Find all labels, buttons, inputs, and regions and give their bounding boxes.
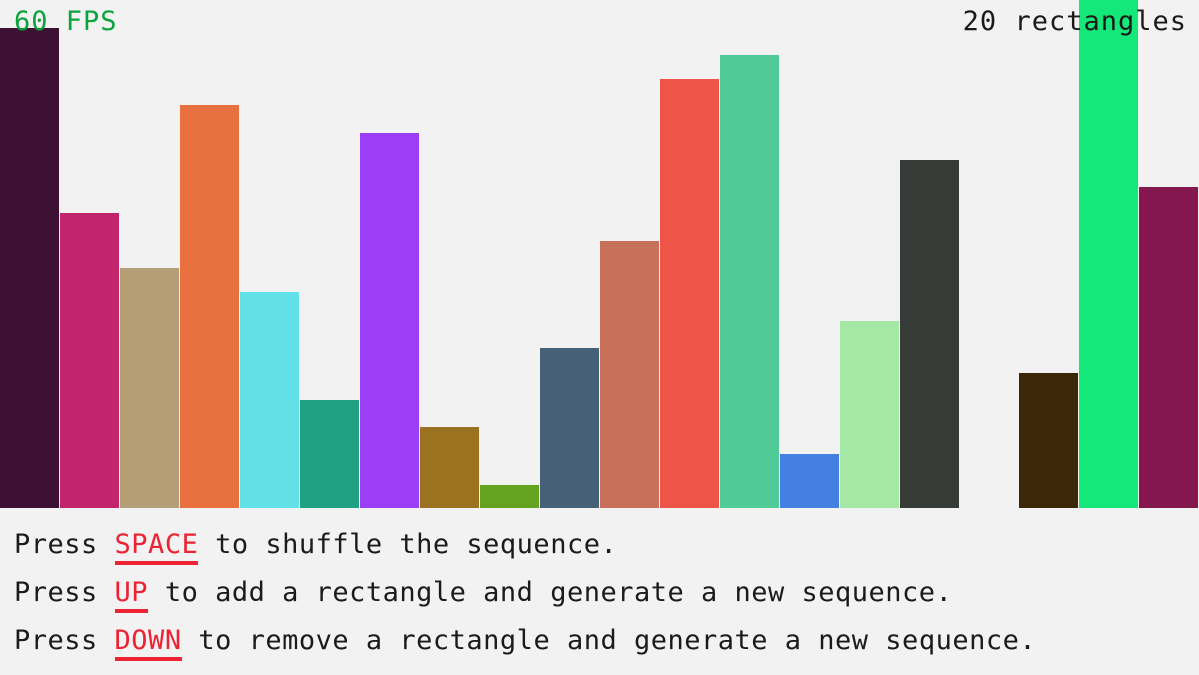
bar-rectangle xyxy=(60,213,119,508)
instruction-line: Press UP to add a rectangle and generate… xyxy=(14,569,1199,617)
bar-rectangle xyxy=(0,28,59,508)
bar-rectangle xyxy=(540,348,599,508)
bar-rectangle xyxy=(600,241,659,508)
bar-rectangle xyxy=(780,454,839,508)
bar-rectangle xyxy=(300,400,359,508)
key-hint-up[interactable]: UP xyxy=(114,577,149,613)
fps-counter: 60 FPS xyxy=(14,6,118,37)
bar-rectangle xyxy=(360,133,419,508)
bar-rectangle xyxy=(120,268,179,508)
bar-rectangle xyxy=(1079,0,1138,508)
instruction-line: Press SPACE to shuffle the sequence. xyxy=(14,521,1199,569)
rectangle-chart xyxy=(0,0,1198,508)
key-hint-space[interactable]: SPACE xyxy=(114,529,199,565)
bar-rectangle xyxy=(660,79,719,508)
bar-rectangle xyxy=(840,321,899,508)
instruction-prefix: Press xyxy=(14,529,115,560)
instruction-suffix: to remove a rectangle and generate a new… xyxy=(181,625,1037,656)
key-hint-down[interactable]: DOWN xyxy=(114,625,182,661)
bar-rectangle xyxy=(1019,373,1078,508)
bar-rectangle xyxy=(240,292,299,508)
instruction-prefix: Press xyxy=(14,577,115,608)
bar-rectangle xyxy=(1139,187,1198,508)
instructions-panel: Press SPACE to shuffle the sequence. Pres… xyxy=(0,509,1199,675)
bar-rectangle xyxy=(720,55,779,508)
bar-rectangle xyxy=(420,427,479,508)
instruction-line: Press DOWN to remove a rectangle and gen… xyxy=(14,617,1199,665)
bar-rectangle xyxy=(480,485,539,508)
rectangle-count-label: 20 rectangles xyxy=(962,6,1187,37)
bar-rectangle xyxy=(180,105,239,508)
bar-rectangle xyxy=(900,160,959,508)
instruction-prefix: Press xyxy=(14,625,115,656)
instruction-suffix: to add a rectangle and generate a new se… xyxy=(148,577,953,608)
instruction-suffix: to shuffle the sequence. xyxy=(198,529,618,560)
